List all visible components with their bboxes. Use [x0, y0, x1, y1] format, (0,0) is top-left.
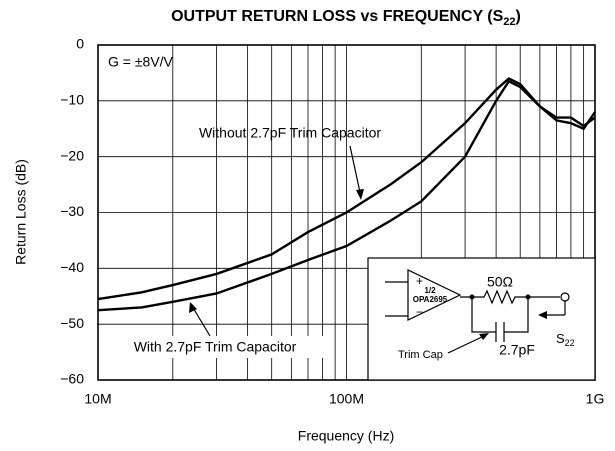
- resistor-label: 50Ω: [487, 274, 513, 290]
- port-label: S22: [556, 331, 575, 348]
- arrow: [349, 145, 362, 198]
- arrow: [191, 305, 211, 337]
- arrowhead: [189, 302, 197, 313]
- port: [560, 292, 570, 302]
- x-tick-label: 1G: [586, 391, 605, 407]
- port-subscript: 22: [565, 338, 575, 348]
- inset-schematic: + − 1/2 OPA2695 50Ω 2.7pF Trim Cap S22: [367, 257, 596, 381]
- part-label: OPA2695: [413, 295, 448, 304]
- x-axis-label: Frequency (Hz): [298, 428, 394, 444]
- title-text: OUTPUT RETURN LOSS vs FREQUENCY (S: [171, 8, 504, 25]
- arrow: [447, 335, 485, 354]
- arrowhead: [356, 189, 364, 200]
- y-tick-label: −50: [60, 315, 84, 331]
- arrowhead: [538, 311, 547, 319]
- y-tick-label: −60: [60, 371, 84, 387]
- trim-label: Trim Cap: [398, 349, 443, 361]
- y-tick-label: −40: [60, 259, 84, 275]
- y-tick-label: 0: [76, 36, 84, 52]
- minus-label: −: [416, 305, 423, 319]
- half-label: 1/2: [424, 286, 436, 295]
- series-label: With 2.7pF Trim Capacitor: [134, 339, 297, 355]
- series-label: Without 2.7pF Trim Capacitor: [199, 125, 381, 141]
- chart-title: OUTPUT RETURN LOSS vs FREQUENCY (S22): [171, 8, 521, 28]
- y-tick-label: −10: [60, 92, 84, 108]
- label-background: [100, 336, 332, 358]
- y-axis-label: Return Loss (dB): [13, 159, 29, 265]
- title-subscript: 22: [503, 16, 515, 28]
- y-tick-label: −20: [60, 147, 84, 163]
- plot-frame: [97, 44, 596, 381]
- series-labels: Without 2.7pF Trim Capacitor With 2.7pF T…: [100, 125, 381, 358]
- cap-label: 2.7pF: [499, 342, 535, 358]
- x-tick-label: 100M: [329, 391, 364, 407]
- resistor: [460, 289, 560, 305]
- title-suffix: ): [516, 8, 521, 25]
- inset-box: [367, 257, 596, 381]
- y-tick-label: −30: [60, 203, 84, 219]
- wire: [504, 297, 529, 333]
- port-text: S: [556, 331, 565, 346]
- arrowhead: [479, 333, 489, 340]
- series-line: [97, 77, 596, 301]
- op-amp: [407, 269, 462, 321]
- gain-annotation: G = ±8V/V: [108, 54, 174, 70]
- plus-label: +: [416, 274, 423, 288]
- x-tick-label: 10M: [84, 391, 111, 407]
- wire: [471, 297, 496, 333]
- series-line: [97, 79, 596, 312]
